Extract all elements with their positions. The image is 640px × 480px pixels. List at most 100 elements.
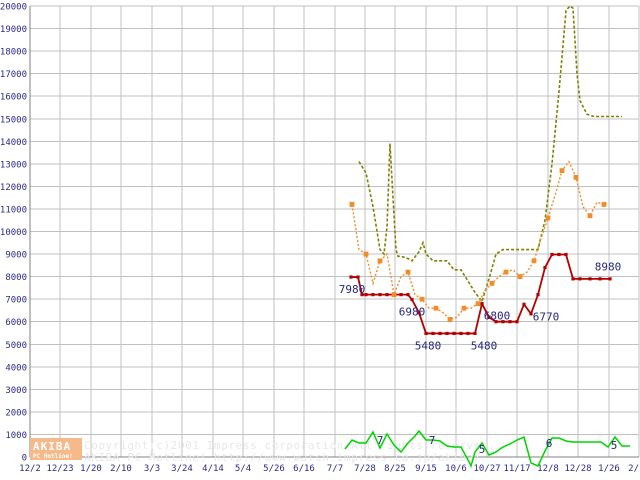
- data-point-marker: [371, 293, 375, 297]
- y-axis-tick-label: 1000: [5, 431, 27, 441]
- data-point-marker: [608, 277, 612, 281]
- data-point-marker: [550, 252, 554, 257]
- y-axis-tick-label: 19000: [0, 25, 27, 35]
- data-point-marker: [424, 331, 428, 336]
- y-axis-tick-label: 11000: [0, 205, 27, 215]
- x-axis-tick-label: 5/4: [235, 464, 251, 474]
- data-point-label: 5480: [471, 339, 498, 352]
- x-axis-tick-label: 9/15: [415, 464, 437, 474]
- y-axis-tick-label: 20000: [0, 3, 27, 13]
- data-point-marker: [503, 269, 509, 275]
- data-point-marker: [419, 296, 425, 302]
- series-price-avg-orange: [349, 160, 607, 322]
- x-axis-tick-label: 3/24: [171, 464, 193, 474]
- data-point-label: 5: [479, 443, 486, 456]
- x-axis-tick-label: 5/26: [263, 464, 285, 474]
- data-point-marker: [571, 277, 575, 281]
- data-point-label: 6800: [484, 310, 511, 323]
- data-point-marker: [438, 331, 442, 336]
- data-point-label: 6: [546, 437, 553, 450]
- data-point-marker: [433, 305, 439, 311]
- data-point-marker: [508, 320, 512, 324]
- data-point-label: 5: [611, 439, 618, 452]
- data-point-marker: [598, 277, 602, 281]
- data-point-label: 7: [429, 434, 436, 447]
- y-axis-tick-label: 9000: [5, 251, 27, 261]
- series-shop-count-green: 7 7 5 6 5: [344, 429, 630, 469]
- x-axis-tick-label: 3/3: [144, 464, 160, 474]
- series-price-high-olive: [358, 4, 622, 304]
- data-point-marker: [587, 213, 593, 219]
- data-point-label: 7: [377, 434, 384, 447]
- data-point-marker: [601, 202, 607, 207]
- data-point-marker: [406, 293, 410, 297]
- x-axis-tick-label: 10/27: [473, 464, 500, 474]
- data-point-marker: [410, 298, 414, 302]
- data-point-marker: [487, 315, 491, 319]
- data-point-marker: [399, 293, 403, 297]
- data-point-marker: [364, 293, 368, 297]
- data-point-marker: [501, 320, 505, 324]
- data-point-marker: [417, 311, 421, 315]
- data-point-marker: [531, 258, 537, 264]
- data-point-marker: [489, 280, 495, 286]
- y-axis-tick-label: 12000: [0, 183, 27, 193]
- data-point-label: 6980: [399, 306, 426, 319]
- data-point-marker: [494, 320, 498, 324]
- x-axis-tick-label: 2/16: [628, 464, 640, 474]
- grid-lines: [29, 5, 640, 458]
- data-point-label: 7980: [339, 283, 366, 296]
- y-axis-tick-label: 17000: [0, 70, 27, 80]
- data-point-marker: [557, 252, 561, 257]
- data-point-marker: [536, 293, 540, 297]
- y-axis-tick-label: 10000: [0, 228, 27, 238]
- y-axis-tick-label: 0: [22, 454, 27, 464]
- pc-hotline-logo-text: PC Hotline!: [33, 453, 73, 460]
- data-point-marker: [391, 292, 397, 298]
- y-axis-tick-label: 14000: [0, 138, 27, 148]
- data-point-marker: [459, 331, 463, 336]
- series-line: [344, 429, 630, 469]
- data-point-marker: [360, 293, 364, 297]
- data-point-marker: [363, 251, 369, 257]
- x-axis-tick-label: 1/20: [80, 464, 102, 474]
- data-point-marker: [543, 265, 547, 270]
- x-axis-tick-label: 12/28: [564, 464, 591, 474]
- x-axis-tick-label: 7/7: [327, 464, 343, 474]
- x-axis-tick-label: 6/16: [293, 464, 315, 474]
- series-price-min-red: 7980 6980 5480 5480 6800 6770 8980: [339, 252, 622, 352]
- data-point-marker: [573, 174, 579, 180]
- y-axis-tick-label: 13000: [0, 160, 27, 170]
- y-axis-tick-label: 7000: [5, 296, 27, 306]
- x-axis-tick-label: 1/26: [598, 464, 620, 474]
- data-point-marker: [473, 331, 477, 336]
- data-point-marker: [356, 275, 360, 279]
- data-point-label: 8980: [595, 261, 622, 274]
- data-point-marker: [385, 293, 389, 297]
- data-point-marker: [588, 277, 592, 281]
- data-point-label: 6770: [533, 310, 560, 323]
- x-axis-tick-label: 11/17: [503, 464, 530, 474]
- y-axis-tick-label: 6000: [5, 318, 27, 328]
- data-point-marker: [480, 302, 484, 306]
- x-axis-tick-labels: 12/2 12/23 1/20 2/10 3/3 3/24 4/14 5/4 5/26 6/16 7…: [19, 464, 640, 474]
- x-axis-tick-label: 7/28: [354, 464, 376, 474]
- data-point-marker: [431, 331, 435, 336]
- y-axis-tick-label: 15000: [0, 115, 27, 125]
- y-axis-tick-labels: 0 1000 2000 3000 4000 5000 6000 7000 8000 9000 100…: [0, 3, 27, 464]
- x-axis-tick-label: 4/14: [202, 464, 224, 474]
- y-axis-tick-label: 5000: [5, 341, 27, 351]
- akiba-logo-text: AKIBA: [33, 440, 71, 453]
- y-axis-tick-label: 18000: [0, 48, 27, 58]
- data-point-marker: [377, 258, 383, 264]
- data-point-marker: [349, 275, 353, 279]
- data-point-marker: [522, 302, 526, 306]
- x-axis-tick-label: 12/23: [46, 464, 73, 474]
- data-point-label: 5480: [415, 339, 442, 352]
- y-axis-tick-label: 2000: [5, 408, 27, 418]
- data-point-marker: [578, 277, 582, 281]
- data-point-marker: [545, 215, 551, 221]
- data-point-marker: [405, 269, 411, 275]
